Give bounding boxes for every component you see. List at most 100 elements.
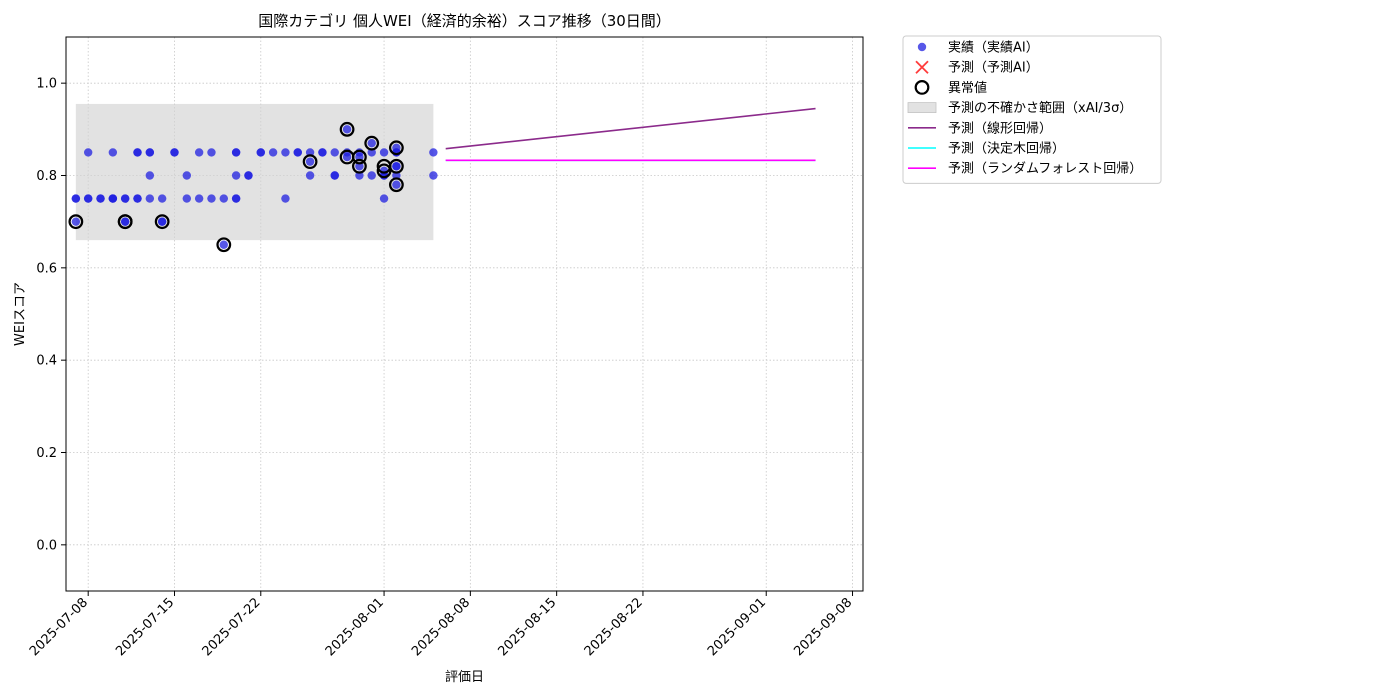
legend-band-swatch <box>907 102 937 113</box>
x-tick-label: 2025-07-22 <box>200 595 264 659</box>
x-tick-label: 2025-09-01 <box>705 595 769 659</box>
anomaly-marker <box>154 214 170 230</box>
y-tick-label: 1.0 <box>36 77 57 92</box>
actual-point <box>133 194 142 203</box>
actual-point <box>108 148 118 157</box>
actual-point <box>108 194 118 203</box>
anomaly-marker <box>388 158 404 174</box>
actual-point <box>231 194 241 203</box>
actual-point <box>145 194 155 203</box>
actual-point <box>392 180 401 189</box>
actual-point <box>120 194 130 203</box>
actual-point <box>305 157 315 166</box>
actual-point <box>429 148 438 157</box>
x-tick-label: 2025-07-15 <box>113 595 177 659</box>
y-tick-label: 0.0 <box>36 538 57 553</box>
actual-point <box>207 148 216 157</box>
actual-point <box>367 138 376 148</box>
actual-point <box>330 148 339 157</box>
anomaly-marker <box>376 163 392 179</box>
legend-label: 予測の不確かさ範囲（xAI/3σ） <box>948 100 1132 116</box>
actual-point <box>194 148 204 157</box>
actual-point <box>133 148 142 157</box>
actual-point <box>219 240 228 249</box>
x-tick-label: 2025-08-15 <box>495 595 559 659</box>
actual-point <box>342 152 352 162</box>
actual-point <box>145 171 155 180</box>
actual-point <box>429 171 438 180</box>
anomaly-marker <box>339 121 355 137</box>
legend-label: 予測（ランダムフォレスト回帰） <box>948 161 1142 177</box>
actual-point <box>219 194 228 203</box>
actual-point <box>170 148 179 157</box>
actual-point <box>330 171 339 180</box>
actual-point <box>71 217 81 226</box>
plot-area-frame <box>65 36 864 592</box>
anomaly-marker <box>352 149 367 165</box>
actual-point <box>392 171 401 180</box>
actual-point <box>293 148 302 157</box>
actual-point <box>83 148 93 157</box>
legend-label: 予測（決定木回帰） <box>948 141 1065 157</box>
actual-point <box>157 194 167 203</box>
y-tick-label: 0.2 <box>36 446 57 461</box>
actual-point <box>231 171 241 180</box>
anomaly-marker <box>68 214 84 230</box>
anomaly-marker <box>216 237 232 253</box>
x-axis-label: 評価日 <box>445 670 484 685</box>
x-tick-label: 2025-08-08 <box>409 595 473 659</box>
actual-point <box>96 194 105 203</box>
legend-label: 予測（線形回帰） <box>948 120 1052 136</box>
actual-point <box>182 171 192 180</box>
actual-point <box>305 148 315 157</box>
actual-point <box>355 162 364 171</box>
legend-actual-dot <box>917 42 927 52</box>
actual-point <box>120 217 130 226</box>
y-axis-ticks: 0.0 0.2 0.4 0.6 0.8 1.0 <box>36 77 66 553</box>
actual-point <box>157 217 167 226</box>
x-tick-label: 2025-08-22 <box>582 595 646 659</box>
legend-label: 予測（予測AI） <box>948 61 1039 76</box>
actual-point <box>367 171 376 180</box>
actual-point <box>281 148 290 157</box>
actual-point <box>379 194 389 203</box>
actual-point <box>305 171 315 180</box>
actual-points-layer <box>71 125 438 249</box>
chart-title: 国際カテゴリ 個人WEI（経済的余裕）スコア推移（30日間） <box>258 12 671 30</box>
x-tick-label: 2025-07-08 <box>27 595 91 659</box>
x-tick-label: 2025-08-01 <box>323 595 387 659</box>
y-tick-label: 0.8 <box>36 169 57 184</box>
actual-point <box>207 194 216 203</box>
y-axis-label: WEIスコア <box>13 282 28 346</box>
anomaly-marker <box>364 135 380 151</box>
actual-point <box>367 148 376 157</box>
linear-regression-line <box>445 107 816 150</box>
x-tick-label: 2025-09-08 <box>791 595 855 659</box>
actual-point <box>194 194 204 203</box>
actual-point <box>256 148 265 157</box>
actual-point <box>268 148 278 157</box>
anomaly-marker <box>302 154 318 170</box>
actual-point <box>244 171 253 180</box>
actual-point <box>182 194 192 203</box>
actual-point <box>392 162 401 171</box>
x-axis-ticks: 2025-07-08 2025-07-15 2025-07-22 2025-08-01… <box>27 591 855 659</box>
actual-point <box>379 148 389 157</box>
actual-point <box>355 171 364 180</box>
y-tick-label: 0.4 <box>36 354 57 369</box>
actual-point <box>83 194 93 203</box>
anomaly-marker <box>352 158 367 174</box>
actual-point <box>281 194 290 203</box>
actual-point <box>342 125 352 134</box>
prediction-lines-layer <box>445 107 816 162</box>
actual-point <box>145 148 155 157</box>
legend-label: 実績（実績AI） <box>948 40 1039 56</box>
legend-anomaly-ring <box>914 79 930 95</box>
anomaly-marker <box>388 140 404 156</box>
legend-cross-icon <box>915 60 929 74</box>
actual-point <box>231 148 241 157</box>
legend-label: 異常値 <box>948 80 987 96</box>
actual-point <box>318 148 327 157</box>
